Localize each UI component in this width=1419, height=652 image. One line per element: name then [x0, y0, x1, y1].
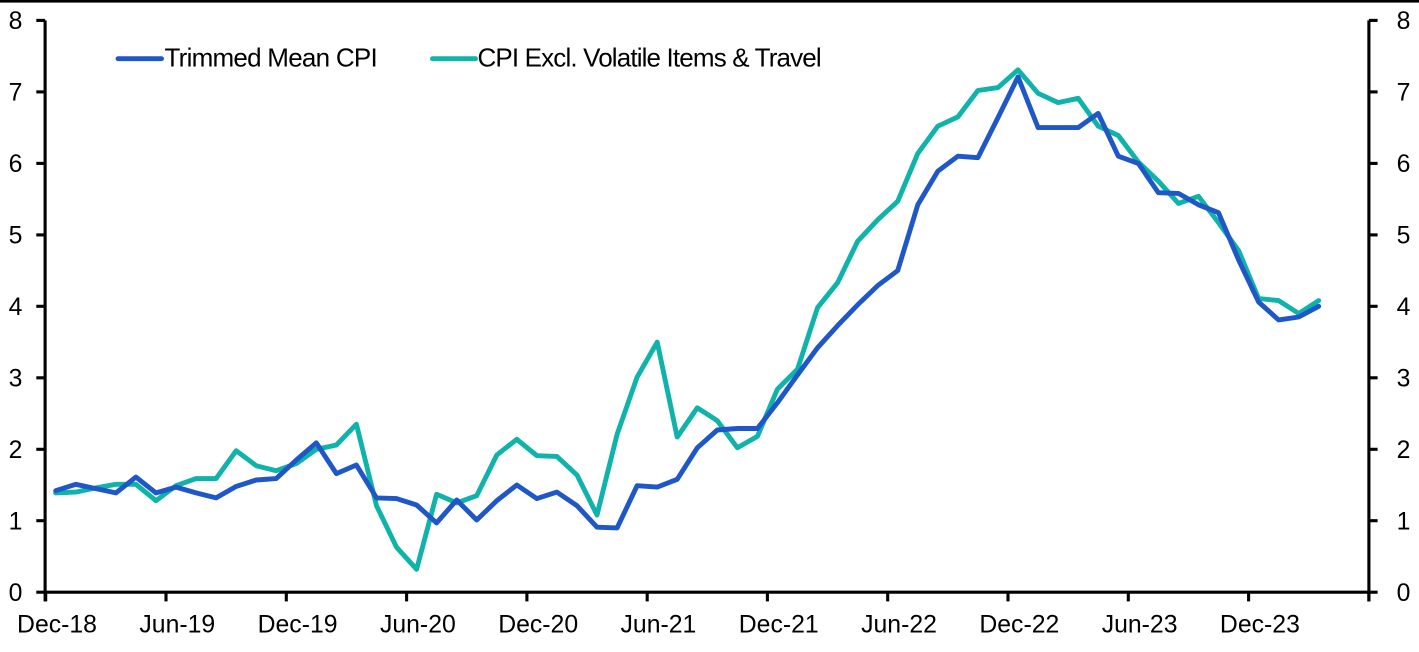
svg-text:Jun-22: Jun-22 [861, 612, 937, 639]
svg-text:Dec-21: Dec-21 [739, 612, 819, 639]
svg-text:4: 4 [1397, 294, 1411, 321]
svg-text:7: 7 [9, 80, 23, 107]
svg-text:0: 0 [9, 580, 23, 607]
svg-text:2: 2 [9, 437, 23, 464]
svg-text:Dec-19: Dec-19 [258, 612, 338, 639]
svg-text:6: 6 [1397, 151, 1411, 178]
svg-text:4: 4 [9, 294, 23, 321]
svg-text:3: 3 [9, 365, 23, 392]
svg-text:5: 5 [9, 223, 23, 250]
svg-text:Trimmed Mean CPI: Trimmed Mean CPI [165, 42, 377, 72]
svg-text:CPI Excl. Volatile Items & Tra: CPI Excl. Volatile Items & Travel [478, 42, 821, 72]
svg-text:Jun-21: Jun-21 [621, 612, 697, 639]
svg-text:1: 1 [9, 508, 23, 535]
svg-text:Dec-18: Dec-18 [17, 612, 97, 639]
svg-text:Dec-23: Dec-23 [1220, 612, 1300, 639]
svg-text:1: 1 [1397, 508, 1411, 535]
svg-text:Dec-22: Dec-22 [979, 612, 1059, 639]
svg-text:Jun-19: Jun-19 [139, 612, 215, 639]
svg-text:5: 5 [1397, 223, 1411, 250]
svg-text:6: 6 [9, 151, 23, 178]
svg-text:3: 3 [1397, 365, 1411, 392]
svg-text:Dec-20: Dec-20 [498, 612, 578, 639]
svg-text:7: 7 [1397, 80, 1411, 107]
svg-text:Jun-20: Jun-20 [380, 612, 456, 639]
svg-text:8: 8 [1397, 8, 1411, 35]
svg-text:8: 8 [9, 8, 23, 35]
svg-text:0: 0 [1397, 580, 1411, 607]
svg-text:Jun-23: Jun-23 [1102, 612, 1178, 639]
svg-text:2: 2 [1397, 437, 1411, 464]
